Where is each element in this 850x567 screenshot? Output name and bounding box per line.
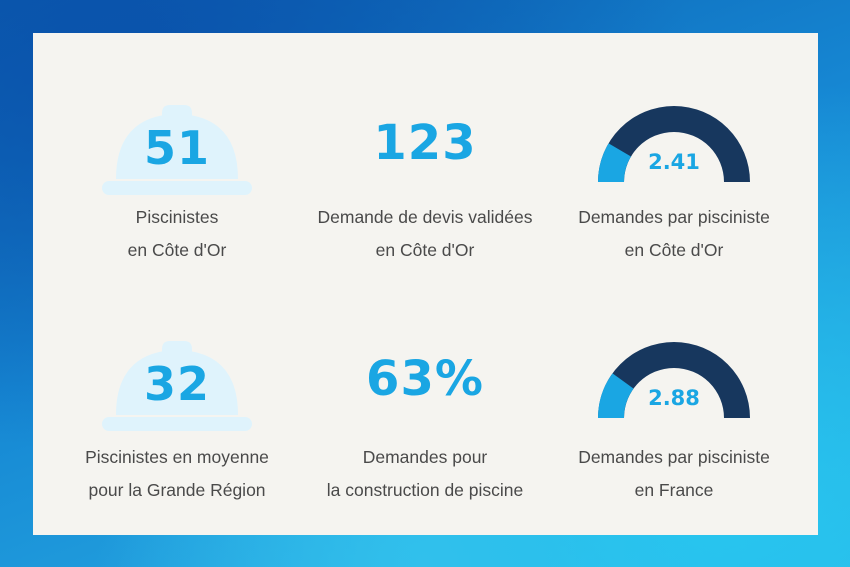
- stat-piscinistes-grande-region: 32 Piscinistes en moyenne pour la Grande…: [46, 321, 308, 507]
- stat-label-line-1: Piscinistes en moyenne: [85, 447, 269, 467]
- stat-label-line-1: Piscinistes: [135, 207, 219, 227]
- stat-demandes-par-pisciniste-france: 2.88 Demandes par pisciniste en France: [543, 321, 805, 507]
- stat-label-line-2: en Côte d'Or: [624, 240, 724, 260]
- stat-label-line-2: la construction de piscine: [326, 480, 524, 500]
- stat-label-line-1: Demandes par pisciniste: [578, 447, 770, 467]
- gauge-icon: [598, 106, 750, 182]
- stat-graphic: 51: [46, 85, 308, 195]
- stat-label-line-1: Demandes pour: [362, 447, 488, 467]
- stat-graphic: 2.41: [543, 85, 805, 195]
- stat-value: 123: [373, 115, 477, 171]
- stat-value: 63%: [366, 351, 484, 407]
- stat-label: Demandes pour la construction de piscine: [294, 441, 556, 507]
- stat-graphic: 123: [294, 85, 556, 195]
- stat-label: Demandes par pisciniste en Côte d'Or: [543, 201, 805, 267]
- gauge-track: [598, 342, 750, 418]
- stat-graphic: 63%: [294, 321, 556, 431]
- stat-label-line-2: en Côte d'Or: [375, 240, 475, 260]
- stat-label: Demandes par pisciniste en France: [543, 441, 805, 507]
- stat-demandes-construction: 63% Demandes pour la construction de pis…: [294, 321, 556, 507]
- helmet-icon: [102, 105, 252, 195]
- stat-label-line-2: en Côte d'Or: [127, 240, 227, 260]
- stat-label: Piscinistes en moyenne pour la Grande Ré…: [46, 441, 308, 507]
- gauge-track: [598, 106, 750, 182]
- gauge-fill: [598, 143, 631, 182]
- stat-label-line-2: pour la Grande Région: [88, 480, 266, 500]
- stat-graphic: 32: [46, 321, 308, 431]
- stat-piscinistes-cote-dor: 51 Piscinistes en Côte d'Or: [46, 85, 308, 267]
- stat-value: 2.41: [648, 150, 700, 174]
- stat-devis-valides: 123 Demande de devis validées en Côte d'…: [294, 85, 556, 267]
- helmet-icon: [102, 341, 252, 431]
- stat-label: Demande de devis validées en Côte d'Or: [294, 201, 556, 267]
- stat-label-line-1: Demandes par pisciniste: [578, 207, 770, 227]
- gauge-icon: [598, 342, 750, 418]
- stat-label-line-2: en France: [634, 480, 714, 500]
- infographic-card: 51 Piscinistes en Côte d'Or 123 Demande …: [33, 33, 818, 535]
- stat-value: 51: [143, 121, 210, 175]
- stat-label: Piscinistes en Côte d'Or: [46, 201, 308, 267]
- stat-value: 32: [143, 357, 210, 411]
- stat-demandes-par-pisciniste-cote-dor: 2.41 Demandes par pisciniste en Côte d'O…: [543, 85, 805, 267]
- stat-label-line-1: Demande de devis validées: [317, 207, 533, 227]
- gauge-fill: [598, 373, 634, 418]
- stat-value: 2.88: [648, 386, 700, 410]
- stat-graphic: 2.88: [543, 321, 805, 431]
